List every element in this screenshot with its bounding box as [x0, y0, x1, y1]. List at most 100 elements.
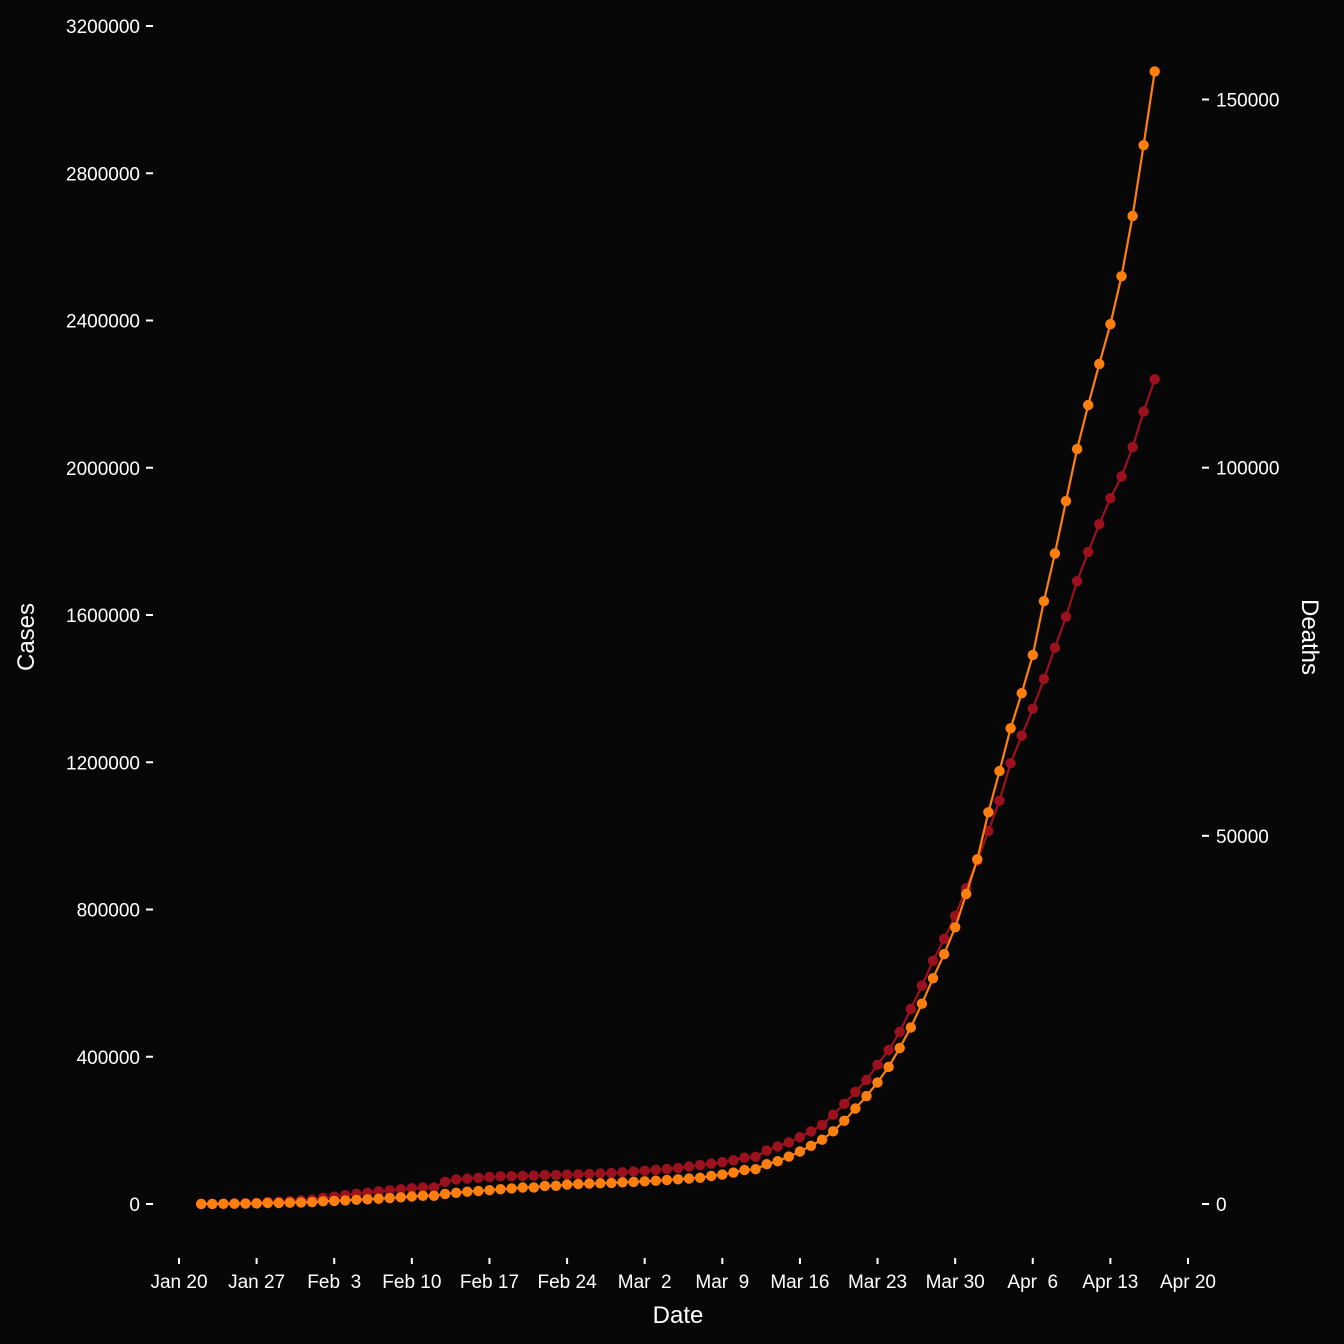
x-tick-label: Apr 20: [1160, 1272, 1216, 1293]
data-point: [750, 1164, 761, 1175]
data-point: [872, 1077, 883, 1088]
data-point: [1071, 443, 1083, 455]
x-tick-label: Mar 16: [770, 1272, 829, 1293]
data-point: [561, 1169, 573, 1180]
data-point: [839, 1115, 850, 1127]
data-point: [628, 1166, 639, 1177]
data-point: [240, 1198, 251, 1209]
data-point: [395, 1184, 406, 1195]
x-axis: Jan 20 Jan 27 Feb 3 Feb 10 Feb 17 Feb 24 Mar 2…: [150, 1258, 1216, 1293]
data-point: [1138, 406, 1149, 417]
data-point: [1049, 548, 1061, 559]
data-point: [517, 1182, 528, 1193]
data-point: [506, 1171, 517, 1182]
data-point: [262, 1197, 273, 1209]
x-tick-label: Jan 27: [228, 1272, 285, 1293]
x-tick-label: Mar 23: [848, 1272, 907, 1293]
data-point: [772, 1141, 783, 1152]
data-point: [306, 1196, 318, 1208]
data-point: [883, 1061, 894, 1073]
data-point: [340, 1195, 351, 1206]
data-point: [196, 1198, 207, 1210]
y-right-axis: 0 50000 100000 150000: [1202, 91, 1279, 1216]
data-point: [207, 1198, 218, 1210]
data-point: [894, 1042, 905, 1054]
data-point: [550, 1169, 562, 1181]
data-point: [384, 1192, 395, 1204]
data-point: [617, 1167, 628, 1178]
data-point: [750, 1151, 761, 1163]
y-left-tick-label: 800000: [77, 901, 140, 922]
data-point: [994, 795, 1005, 806]
data-point: [428, 1182, 440, 1193]
x-tick-label: Feb 17: [460, 1272, 519, 1293]
x-tick-label: Jan 20: [150, 1272, 207, 1293]
data-point: [1071, 576, 1083, 587]
data-point: [905, 1022, 916, 1033]
y-right-axis-title: Deaths: [1296, 599, 1323, 675]
data-point: [218, 1198, 229, 1210]
data-point: [1094, 358, 1105, 370]
data-point: [938, 933, 950, 945]
data-point: [706, 1158, 717, 1169]
data-point: [484, 1185, 495, 1196]
x-tick-label: Mar 9: [695, 1272, 749, 1293]
data-point: [794, 1132, 806, 1143]
data-point: [739, 1164, 750, 1176]
data-point: [739, 1152, 750, 1163]
data-point: [495, 1171, 506, 1182]
data-point: [1060, 495, 1072, 507]
data-point: [1005, 758, 1016, 769]
data-point: [1105, 319, 1116, 330]
data-point: [451, 1174, 462, 1185]
data-point: [916, 980, 928, 991]
data-point: [1127, 210, 1138, 222]
x-tick-label: Feb 24: [537, 1272, 597, 1293]
data-point: [417, 1190, 429, 1202]
data-point: [473, 1172, 484, 1184]
data-point: [1005, 723, 1016, 734]
data-point: [628, 1176, 639, 1188]
data-point: [495, 1184, 506, 1195]
data-point: [462, 1186, 473, 1197]
x-tick-label: Mar 2: [618, 1272, 672, 1293]
data-point: [462, 1173, 473, 1184]
data-point: [439, 1188, 451, 1200]
data-point: [894, 1026, 905, 1038]
data-point: [1105, 493, 1116, 504]
data-point: [983, 825, 994, 837]
data-point: [861, 1090, 872, 1102]
data-point: [1060, 611, 1072, 622]
data-point: [428, 1190, 440, 1202]
data-point: [783, 1137, 794, 1148]
data-point: [517, 1170, 528, 1182]
data-point: [772, 1156, 783, 1167]
data-point: [650, 1175, 661, 1186]
data-point: [1038, 673, 1050, 685]
data-point: [672, 1162, 684, 1174]
data-point: [927, 955, 939, 966]
data-point: [728, 1155, 739, 1166]
data-point: [528, 1182, 539, 1193]
x-tick-label: Apr 13: [1082, 1272, 1138, 1293]
series-layer: [196, 66, 1160, 1210]
data-point: [295, 1197, 307, 1208]
y-right-tick-label: 100000: [1216, 459, 1279, 480]
data-point: [850, 1086, 861, 1098]
data-point: [606, 1177, 617, 1189]
y-left-tick-label: 1600000: [66, 606, 140, 627]
data-point: [1038, 596, 1050, 607]
y-left-axis: 0 400000 800000 1200000 1600000 2000000 240000…: [66, 17, 153, 1216]
data-point: [439, 1176, 451, 1188]
data-point: [528, 1170, 539, 1181]
data-point: [1016, 688, 1027, 699]
data-point: [717, 1157, 728, 1168]
data-point: [1027, 649, 1039, 661]
data-point: [694, 1159, 706, 1171]
series-2: [196, 66, 1160, 1210]
y-left-tick-label: 3200000: [66, 17, 140, 38]
y-left-axis-title: Cases: [13, 603, 40, 671]
data-point: [395, 1192, 406, 1203]
data-point: [573, 1178, 584, 1190]
